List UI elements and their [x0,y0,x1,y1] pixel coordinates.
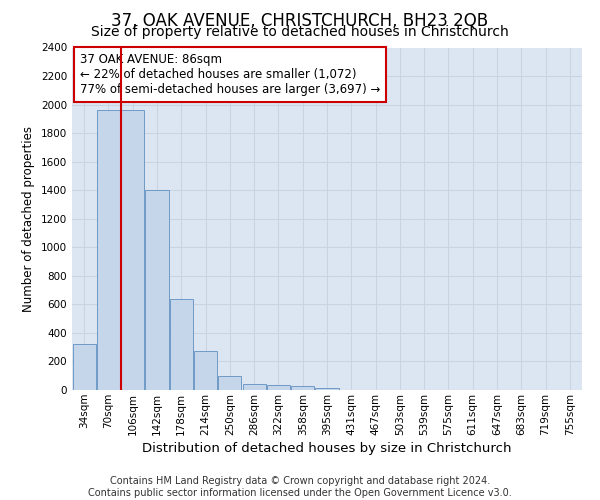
Bar [97,110,120,390]
Bar [194,352,217,390]
Bar [242,384,266,390]
Bar [121,110,144,390]
Text: Contains HM Land Registry data © Crown copyright and database right 2024.
Contai: Contains HM Land Registry data © Crown c… [88,476,512,498]
Text: 37, OAK AVENUE, CHRISTCHURCH, BH23 2QB: 37, OAK AVENUE, CHRISTCHURCH, BH23 2QB [112,12,488,30]
Bar [291,386,314,390]
Bar [218,376,241,390]
X-axis label: Distribution of detached houses by size in Christchurch: Distribution of detached houses by size … [142,442,512,455]
Bar [316,388,338,390]
Bar [170,298,193,390]
Y-axis label: Number of detached properties: Number of detached properties [22,126,35,312]
Text: Size of property relative to detached houses in Christchurch: Size of property relative to detached ho… [91,25,509,39]
Bar [267,385,290,390]
Bar [73,344,95,390]
Bar [145,190,169,390]
Text: 37 OAK AVENUE: 86sqm
← 22% of detached houses are smaller (1,072)
77% of semi-de: 37 OAK AVENUE: 86sqm ← 22% of detached h… [80,52,380,96]
